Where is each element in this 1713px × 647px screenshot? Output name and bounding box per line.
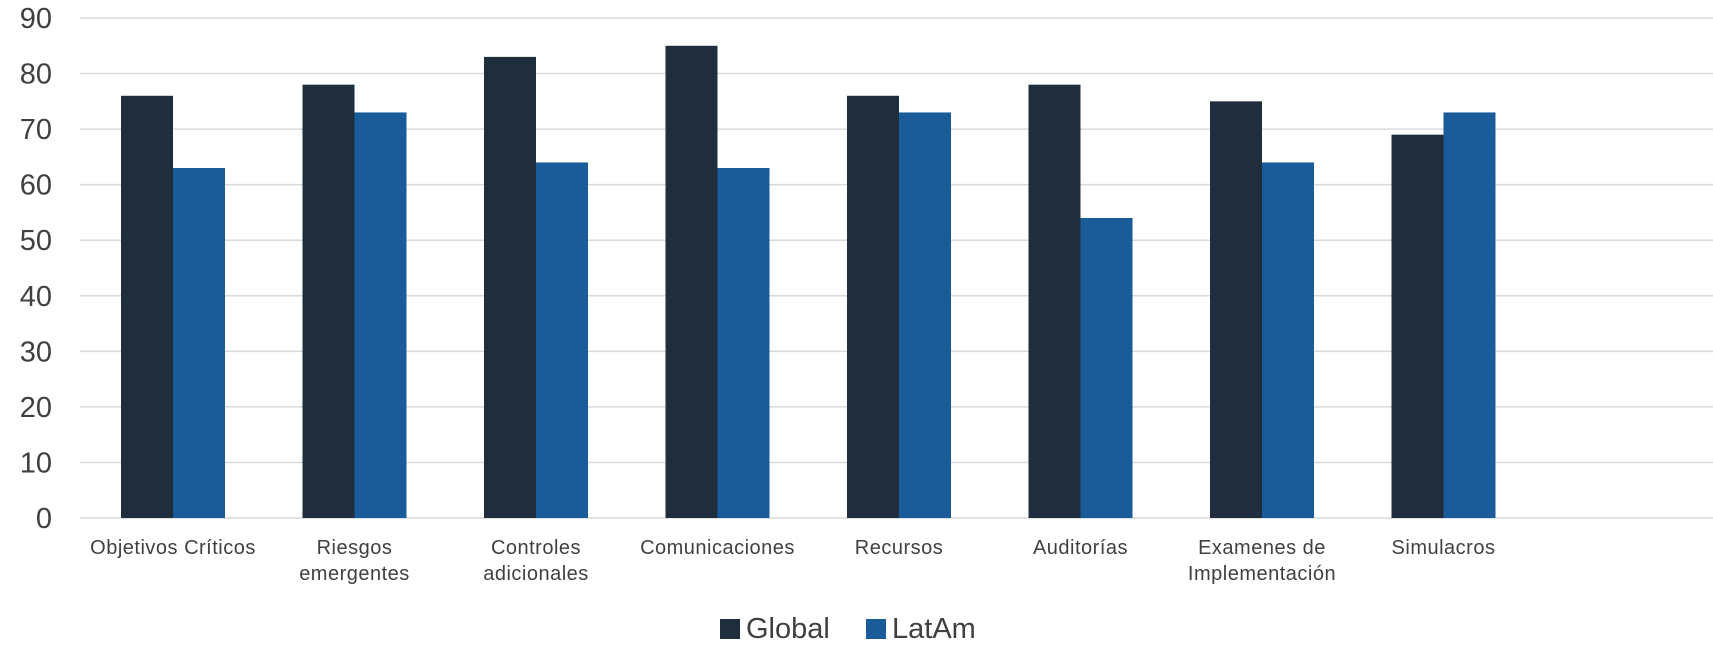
bar-global [1391, 134, 1444, 518]
x-tick-line: Comunicaciones [640, 537, 795, 559]
bar-global [1210, 101, 1262, 518]
y-tick-label: 70 [20, 114, 52, 146]
bar-latam [899, 112, 951, 518]
x-tick-line: adicionales [483, 563, 589, 585]
y-axis-ticks: 0 10 20 30 40 50 60 70 80 90 [20, 3, 52, 535]
x-tick-line: Recursos [855, 537, 943, 559]
x-tick-line: Implementación [1188, 563, 1336, 585]
bar-latam [717, 168, 770, 518]
legend: Global LatAm [720, 613, 976, 645]
bar-global [1028, 84, 1081, 519]
y-tick-label: 50 [20, 225, 52, 257]
y-tick-label: 30 [20, 336, 52, 368]
x-axis-ticks: Objetivos Críticos Riesgos emergentes Contr… [90, 537, 1495, 585]
x-tick-line: Objetivos Críticos [90, 537, 256, 559]
x-tick-label: Riesgos emergentes [299, 537, 410, 585]
y-tick-label: 10 [20, 447, 52, 479]
x-tick-label: Simulacros [1392, 537, 1496, 559]
y-tick-label: 40 [20, 281, 52, 313]
y-tick-label: 60 [20, 170, 52, 202]
x-tick-label: Comunicaciones [640, 537, 795, 559]
x-tick-line: Simulacros [1392, 537, 1496, 559]
bar-latam [354, 112, 407, 518]
bar-global [484, 56, 536, 519]
bar-latam [1262, 162, 1314, 518]
x-tick-line: Auditorías [1033, 537, 1128, 559]
y-tick-label: 80 [20, 59, 52, 91]
x-tick-line: Examenes de [1198, 537, 1326, 559]
y-tick-label: 20 [20, 392, 52, 424]
x-tick-label: Auditorías [1033, 537, 1128, 559]
x-tick-label: Examenes de Implementación [1188, 537, 1336, 585]
x-tick-label: Recursos [855, 537, 943, 559]
y-tick-label: 0 [36, 503, 52, 535]
bar-latam [1080, 218, 1133, 518]
legend-swatch-global [720, 619, 740, 639]
bar-latam [1443, 112, 1496, 518]
x-tick-line: Controles [491, 537, 581, 559]
bar-global [847, 95, 899, 519]
bar-global [302, 84, 355, 519]
bar-global [665, 45, 718, 519]
x-tick-line: emergentes [299, 563, 410, 585]
bar-global [121, 95, 173, 519]
legend-label-latam: LatAm [892, 613, 976, 642]
x-tick-line: Riesgos [317, 537, 393, 559]
bar-latam [173, 168, 225, 518]
bars [121, 45, 1496, 519]
y-tick-label: 90 [20, 3, 52, 35]
x-tick-label: Objetivos Críticos [90, 537, 256, 559]
bar-latam [536, 162, 588, 518]
x-tick-label: Controles adicionales [483, 537, 589, 585]
legend-label-global: Global [746, 613, 830, 642]
legend-swatch-latam [866, 619, 886, 639]
